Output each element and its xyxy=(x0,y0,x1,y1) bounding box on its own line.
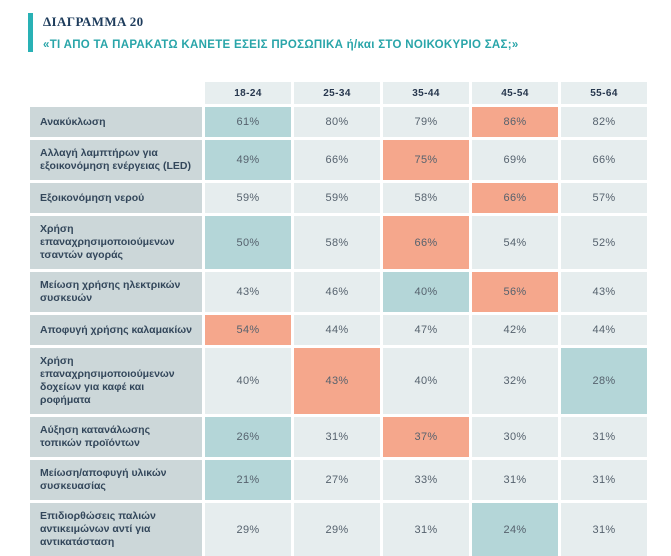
value-cell: 42% xyxy=(472,315,558,345)
value-cell: 54% xyxy=(472,216,558,269)
value-cell: 59% xyxy=(294,183,380,213)
column-header-25-34: 25-34 xyxy=(294,82,380,104)
value-cell: 57% xyxy=(561,183,647,213)
value-cell: 66% xyxy=(383,216,469,269)
row-label: Αύξηση κατανάλωσης τοπικών προϊόντων xyxy=(30,417,202,457)
chart-header: ΔΙΑΓΡΑΜΜΑ 20 «ΤΙ ΑΠΟ ΤΑ ΠΑΡΑΚΑΤΩ ΚΑΝΕΤΕ … xyxy=(28,13,519,52)
value-cell: 40% xyxy=(383,272,469,312)
row-label: Αποφυγή χρήσης καλαμακίων xyxy=(30,315,202,345)
value-cell: 44% xyxy=(561,315,647,345)
value-cell: 21% xyxy=(205,460,291,500)
report-page: ΔΙΑΓΡΑΜΜΑ 20 «ΤΙ ΑΠΟ ΤΑ ΠΑΡΑΚΑΤΩ ΚΑΝΕΤΕ … xyxy=(28,13,647,556)
value-cell: 33% xyxy=(383,460,469,500)
row-label: Εξοικονόμηση νερού xyxy=(30,183,202,213)
value-cell: 30% xyxy=(472,417,558,457)
value-cell: 58% xyxy=(383,183,469,213)
value-cell: 27% xyxy=(294,460,380,500)
value-cell: 52% xyxy=(561,216,647,269)
value-cell: 43% xyxy=(205,272,291,312)
value-cell: 58% xyxy=(294,216,380,269)
corner-cell xyxy=(30,82,202,104)
chart-header-text: ΔΙΑΓΡΑΜΜΑ 20 «ΤΙ ΑΠΟ ΤΑ ΠΑΡΑΚΑΤΩ ΚΑΝΕΤΕ … xyxy=(43,13,519,52)
row-label: Αλλαγή λαμπτήρων για εξοικονόμηση ενέργε… xyxy=(30,140,202,180)
accent-bar xyxy=(28,13,33,52)
value-cell: 31% xyxy=(294,417,380,457)
value-cell: 40% xyxy=(383,348,469,414)
value-cell: 69% xyxy=(472,140,558,180)
chart-title: «ΤΙ ΑΠΟ ΤΑ ΠΑΡΑΚΑΤΩ ΚΑΝΕΤΕ ΕΣΕΙΣ ΠΡΟΣΩΠΙ… xyxy=(43,39,519,51)
row-label: Μείωση χρήσης ηλεκτρικών συσκευών xyxy=(30,272,202,312)
value-cell: 31% xyxy=(561,417,647,457)
value-cell: 24% xyxy=(472,503,558,556)
value-cell: 47% xyxy=(383,315,469,345)
value-cell: 26% xyxy=(205,417,291,457)
row-label: Χρήση επαναχρησιμοποιούμενων δοχείων για… xyxy=(30,348,202,414)
value-cell: 44% xyxy=(294,315,380,345)
value-cell: 61% xyxy=(205,107,291,137)
value-cell: 28% xyxy=(561,348,647,414)
value-cell: 56% xyxy=(472,272,558,312)
value-cell: 31% xyxy=(383,503,469,556)
value-cell: 66% xyxy=(561,140,647,180)
value-cell: 59% xyxy=(205,183,291,213)
column-header-45-54: 45-54 xyxy=(472,82,558,104)
column-header-18-24: 18-24 xyxy=(205,82,291,104)
value-cell: 37% xyxy=(383,417,469,457)
value-cell: 29% xyxy=(294,503,380,556)
value-cell: 54% xyxy=(205,315,291,345)
value-cell: 43% xyxy=(561,272,647,312)
column-header-55-64: 55-64 xyxy=(561,82,647,104)
value-cell: 80% xyxy=(294,107,380,137)
value-cell: 66% xyxy=(472,183,558,213)
value-cell: 31% xyxy=(561,503,647,556)
row-label: Ανακύκλωση xyxy=(30,107,202,137)
figure-label: ΔΙΑΓΡΑΜΜΑ 20 xyxy=(43,14,144,29)
value-cell: 43% xyxy=(294,348,380,414)
value-cell: 79% xyxy=(383,107,469,137)
value-cell: 31% xyxy=(561,460,647,500)
value-cell: 50% xyxy=(205,216,291,269)
value-cell: 32% xyxy=(472,348,558,414)
row-label: Μείωση/αποφυγή υλικών συσκευασίας xyxy=(30,460,202,500)
row-label: Επιδιορθώσεις παλιών αντικειμώνων αντί γ… xyxy=(30,503,202,556)
value-cell: 46% xyxy=(294,272,380,312)
value-cell: 82% xyxy=(561,107,647,137)
value-cell: 75% xyxy=(383,140,469,180)
value-cell: 31% xyxy=(472,460,558,500)
heatmap-table: 18-24 25-34 35-44 45-54 55-64 Ανακύκλωση 61% 80… xyxy=(30,82,647,556)
value-cell: 49% xyxy=(205,140,291,180)
value-cell: 86% xyxy=(472,107,558,137)
value-cell: 29% xyxy=(205,503,291,556)
value-cell: 40% xyxy=(205,348,291,414)
value-cell: 66% xyxy=(294,140,380,180)
row-label: Χρήση επαναχρησιμοποιούμενων τσαντών αγο… xyxy=(30,216,202,269)
column-header-35-44: 35-44 xyxy=(383,82,469,104)
